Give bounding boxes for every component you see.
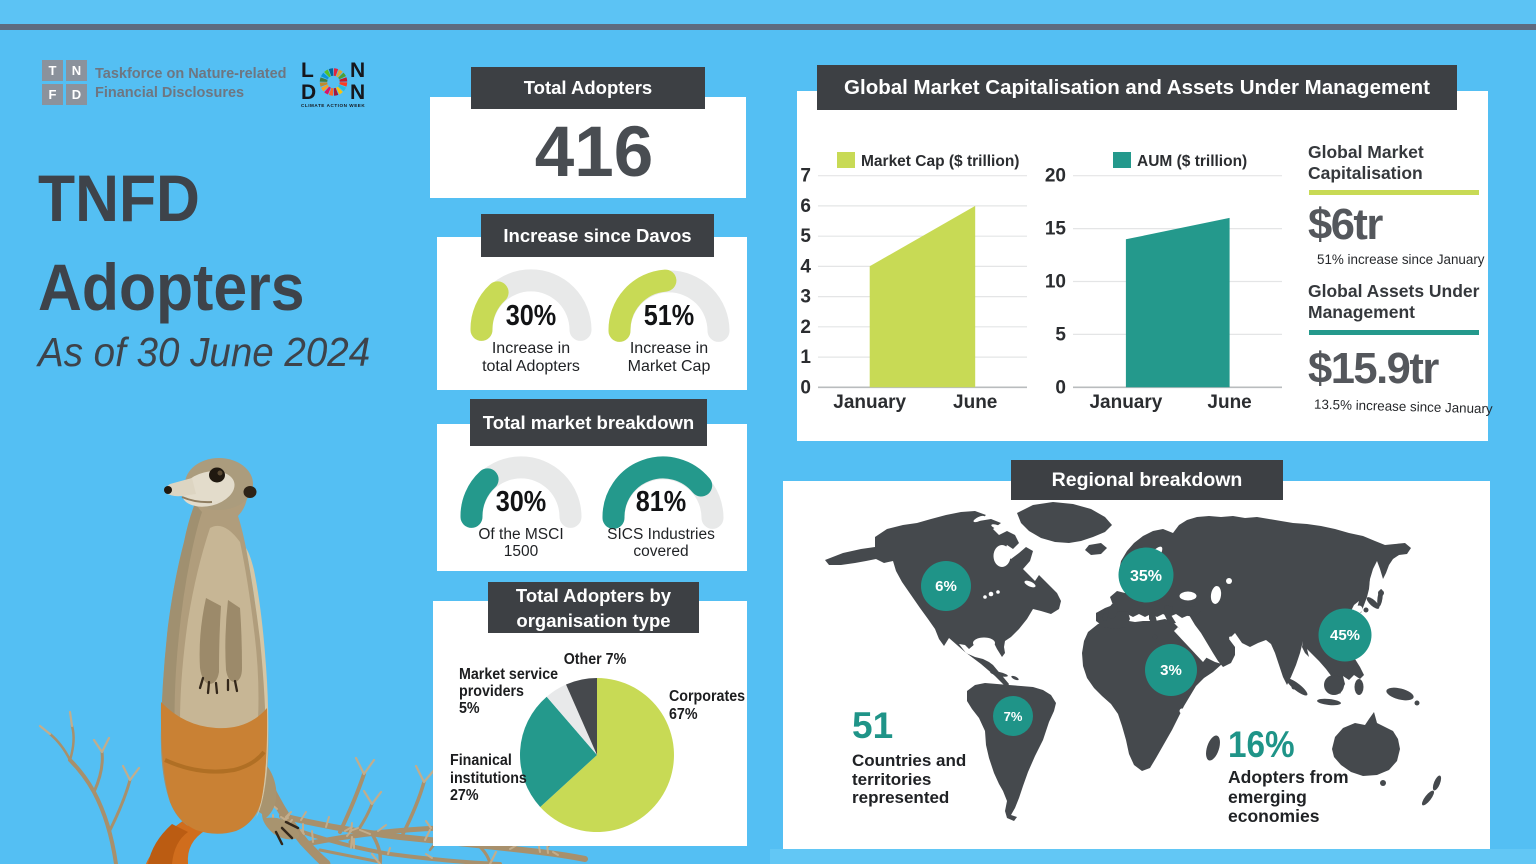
svg-text:AUM ($ trillion): AUM ($ trillion) bbox=[1137, 153, 1247, 170]
svg-text:0: 0 bbox=[800, 377, 811, 398]
svg-text:2: 2 bbox=[800, 317, 811, 338]
svg-text:L: L bbox=[301, 59, 314, 82]
svg-text:January: January bbox=[1089, 392, 1162, 413]
svg-text:5: 5 bbox=[800, 226, 811, 247]
svg-text:5: 5 bbox=[1055, 324, 1066, 345]
svg-text:1: 1 bbox=[800, 347, 811, 368]
svg-text:N: N bbox=[350, 59, 365, 82]
svg-text:June: June bbox=[953, 392, 997, 413]
svg-text:June: June bbox=[1207, 392, 1251, 413]
svg-text:35%: 35% bbox=[1130, 568, 1162, 585]
svg-text:N: N bbox=[350, 81, 365, 104]
svg-text:10: 10 bbox=[1045, 272, 1066, 293]
svg-text:6: 6 bbox=[800, 196, 811, 217]
svg-text:7: 7 bbox=[800, 166, 811, 187]
svg-text:6%: 6% bbox=[935, 578, 957, 595]
svg-text:15: 15 bbox=[1045, 219, 1067, 240]
svg-text:4: 4 bbox=[800, 256, 811, 277]
svg-text:45%: 45% bbox=[1330, 627, 1360, 644]
svg-text:3: 3 bbox=[800, 287, 811, 308]
svg-text:Market Cap ($ trillion): Market Cap ($ trillion) bbox=[861, 153, 1019, 170]
svg-text:0: 0 bbox=[1055, 377, 1066, 398]
svg-text:20: 20 bbox=[1045, 166, 1066, 187]
svg-text:7%: 7% bbox=[1004, 709, 1023, 724]
svg-text:January: January bbox=[833, 392, 906, 413]
svg-text:D: D bbox=[301, 81, 316, 104]
svg-text:CLIMATE ACTION WEEK: CLIMATE ACTION WEEK bbox=[301, 103, 365, 108]
svg-text:3%: 3% bbox=[1160, 662, 1182, 679]
